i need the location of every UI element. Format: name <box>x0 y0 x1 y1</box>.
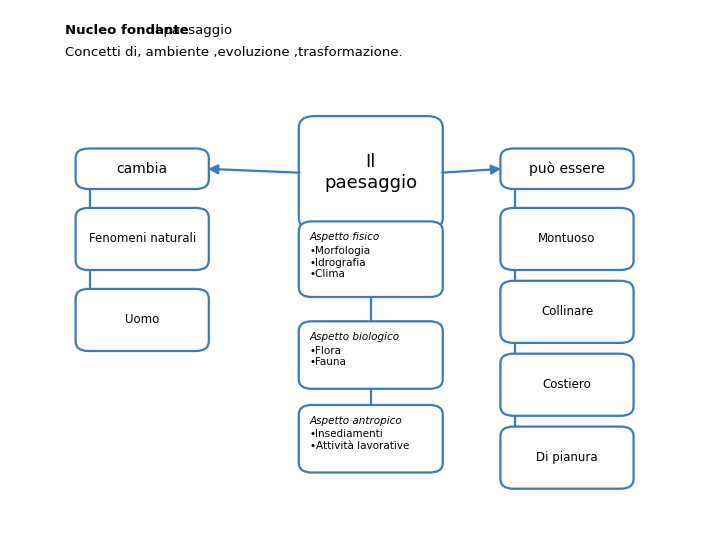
FancyBboxPatch shape <box>76 208 209 270</box>
Text: Di pianura: Di pianura <box>536 451 598 464</box>
Text: Aspetto biologico: Aspetto biologico <box>310 332 400 342</box>
FancyBboxPatch shape <box>299 321 443 389</box>
Text: Concetti di, ambiente ,evoluzione ,trasformazione.: Concetti di, ambiente ,evoluzione ,trasf… <box>65 46 402 59</box>
FancyBboxPatch shape <box>500 354 634 416</box>
Text: •Fauna: •Fauna <box>310 357 346 368</box>
FancyBboxPatch shape <box>76 148 209 189</box>
Text: Montuoso: Montuoso <box>539 232 595 246</box>
Text: può essere: può essere <box>529 161 605 176</box>
FancyBboxPatch shape <box>76 289 209 351</box>
Text: •Clima: •Clima <box>310 269 346 280</box>
FancyBboxPatch shape <box>299 221 443 297</box>
Text: Aspetto antropico: Aspetto antropico <box>310 416 402 426</box>
Text: Collinare: Collinare <box>541 305 593 319</box>
FancyBboxPatch shape <box>500 148 634 189</box>
Text: Nucleo fondante: Nucleo fondante <box>65 24 189 37</box>
FancyBboxPatch shape <box>500 281 634 343</box>
Text: •Morfologia: •Morfologia <box>310 246 371 256</box>
FancyBboxPatch shape <box>299 116 443 230</box>
Text: :il paesaggio: :il paesaggio <box>143 24 232 37</box>
Text: Costiero: Costiero <box>543 378 591 392</box>
Text: Il
paesaggio: Il paesaggio <box>324 153 418 192</box>
Text: Uomo: Uomo <box>125 313 159 327</box>
Text: cambia: cambia <box>117 162 168 176</box>
FancyBboxPatch shape <box>500 208 634 270</box>
FancyBboxPatch shape <box>299 405 443 472</box>
FancyBboxPatch shape <box>500 427 634 489</box>
Text: Aspetto fisico: Aspetto fisico <box>310 232 380 242</box>
Text: Fenomeni naturali: Fenomeni naturali <box>89 232 196 246</box>
Text: •Flora: •Flora <box>310 346 341 356</box>
Text: •Idrografia: •Idrografia <box>310 258 366 268</box>
Text: •Attività lavorative: •Attività lavorative <box>310 441 409 451</box>
Text: •Insediamenti: •Insediamenti <box>310 429 383 440</box>
